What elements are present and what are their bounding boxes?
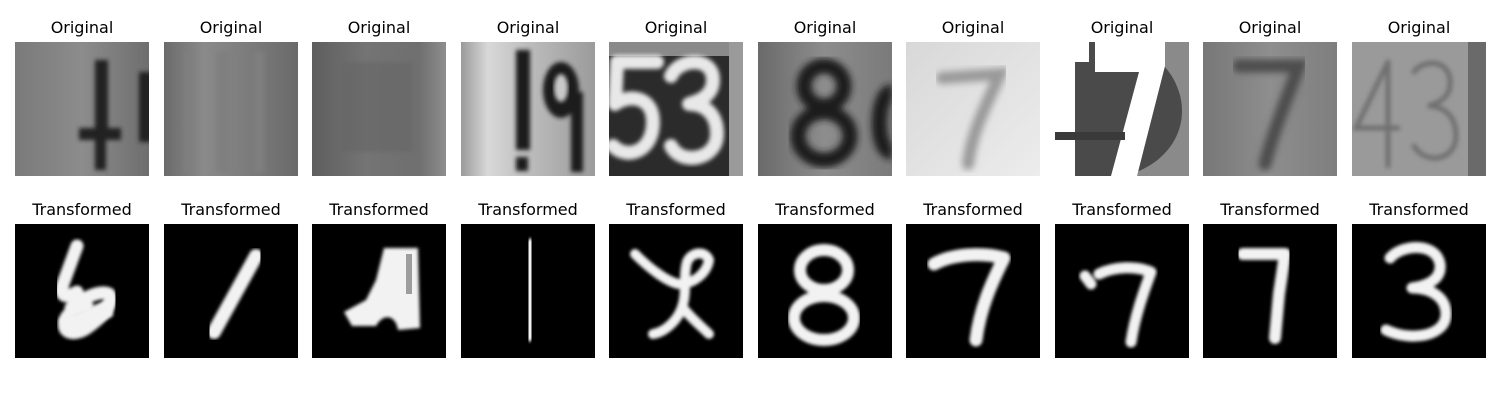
- original-caption-5: Original: [644, 18, 708, 37]
- transformed-caption-5: Transformed: [626, 200, 726, 219]
- original-image-9: [1203, 42, 1337, 176]
- original-image-6: [758, 42, 892, 176]
- transformed-caption-10: Transformed: [1369, 200, 1469, 219]
- transformed-image-9: [1203, 224, 1337, 358]
- transformed-caption-3: Transformed: [329, 200, 429, 219]
- original-caption-10: Original: [1387, 18, 1451, 37]
- original-caption-4: Original: [496, 18, 560, 37]
- original-image-8: [1055, 42, 1189, 176]
- original-image-4: [461, 42, 595, 176]
- transformed-image-4: [461, 224, 595, 358]
- original-caption-7: Original: [941, 18, 1005, 37]
- original-caption-8: Original: [1090, 18, 1154, 37]
- transformed-image-6: [758, 224, 892, 358]
- transformed-caption-7: Transformed: [923, 200, 1023, 219]
- transformed-caption-9: Transformed: [1220, 200, 1320, 219]
- transformed-image-5: [609, 224, 743, 358]
- transformed-image-7: [906, 224, 1040, 358]
- original-caption-1: Original: [50, 18, 114, 37]
- original-caption-9: Original: [1238, 18, 1302, 37]
- original-caption-2: Original: [199, 18, 263, 37]
- transformed-caption-8: Transformed: [1072, 200, 1172, 219]
- transformed-image-3: [312, 224, 446, 358]
- transformed-caption-6: Transformed: [775, 200, 875, 219]
- transformed-caption-1: Transformed: [32, 200, 132, 219]
- original-image-7: [906, 42, 1040, 176]
- original-image-5: [609, 42, 743, 176]
- transformed-image-8: [1055, 224, 1189, 358]
- original-image-2: [164, 42, 298, 176]
- original-caption-3: Original: [347, 18, 411, 37]
- original-image-10: [1352, 42, 1486, 176]
- original-caption-6: Original: [793, 18, 857, 37]
- original-image-3: [312, 42, 446, 176]
- transformed-caption-2: Transformed: [181, 200, 281, 219]
- transformed-image-1: [15, 224, 149, 358]
- transformed-image-2: [164, 224, 298, 358]
- original-image-1: [15, 42, 149, 176]
- transformed-image-10: [1352, 224, 1486, 358]
- transformed-caption-4: Transformed: [478, 200, 578, 219]
